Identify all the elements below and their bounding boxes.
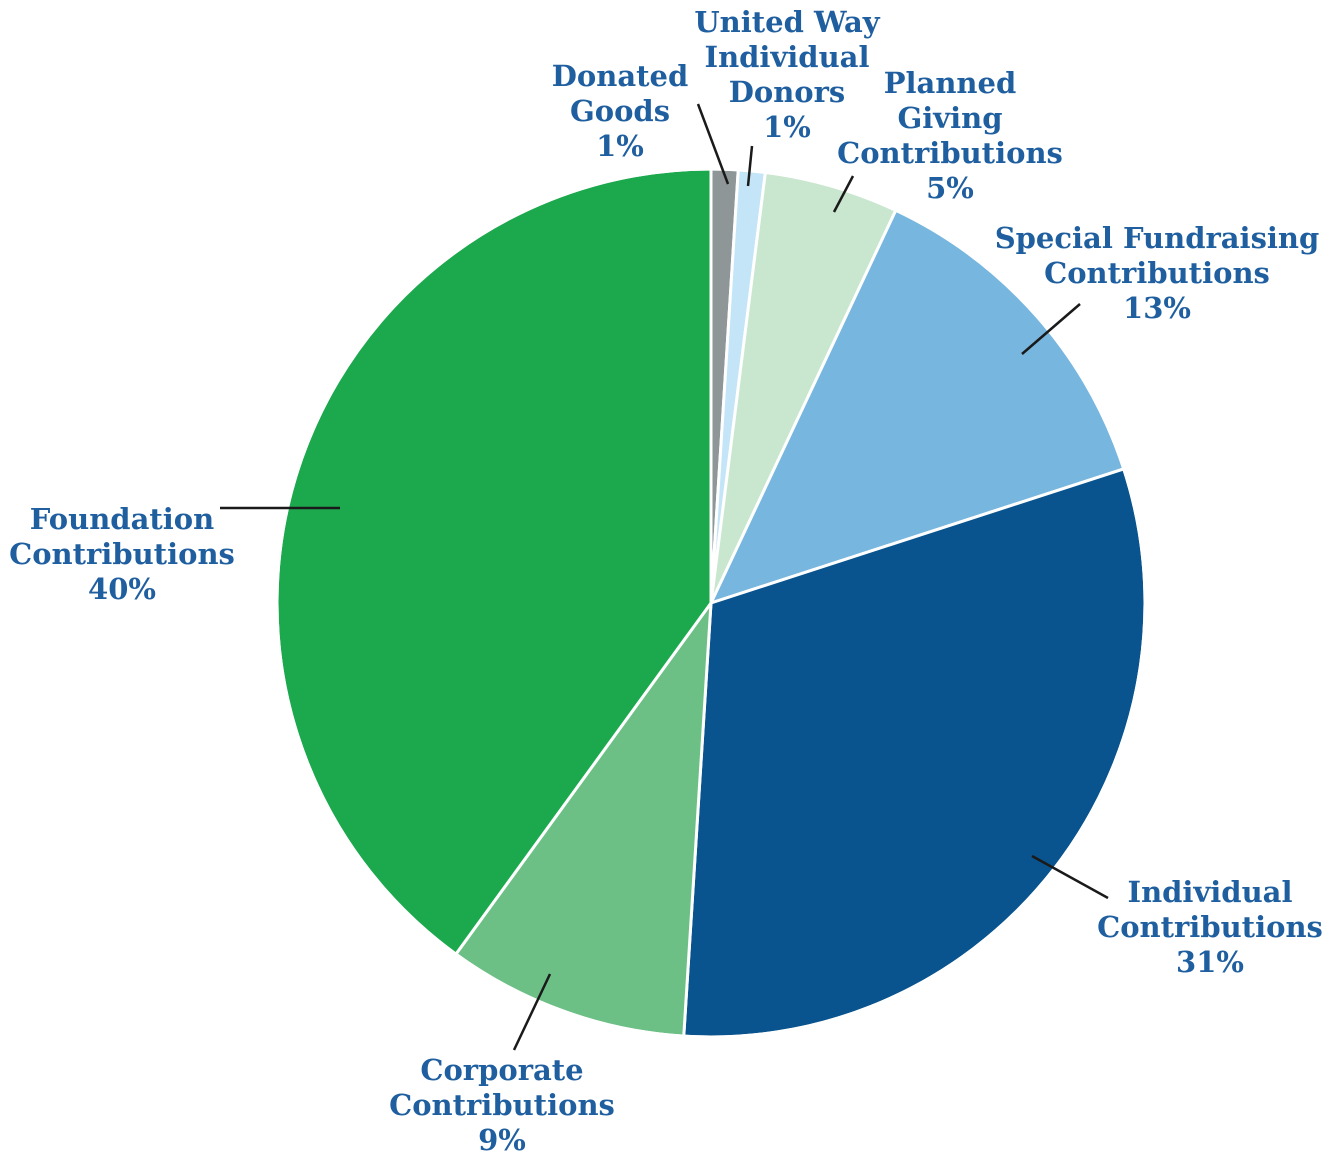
slice-label-line: Donors xyxy=(729,75,846,109)
slice-label-line: Goods xyxy=(570,94,670,128)
leader-line-planned-giving-contributions xyxy=(832,175,855,213)
slice-label-individual-contributions: Individual Contributions 31% xyxy=(1097,875,1323,979)
slice-label-line: Individual xyxy=(705,40,870,74)
slice-label-line: Planned xyxy=(884,66,1017,100)
slice-label-line: United Way xyxy=(694,5,880,39)
slice-label-line: Contributions xyxy=(1044,256,1270,290)
slice-label-line: Corporate xyxy=(420,1053,583,1087)
leader-line-united-way-individual-donors xyxy=(746,145,754,187)
slice-label-corporate-contributions: Corporate Contributions 9% xyxy=(389,1053,615,1154)
leader-line-individual-contributions xyxy=(1031,854,1109,900)
slice-percent: 1% xyxy=(596,129,644,163)
pie-slices xyxy=(275,167,1147,1039)
slice-label-line: Contributions xyxy=(9,537,235,571)
slice-label-line: Individual xyxy=(1128,875,1293,909)
slice-label-line: Foundation xyxy=(30,502,214,536)
slice-label-foundation-contributions: Foundation Contributions 40% xyxy=(9,502,235,606)
slice-percent: 13% xyxy=(1123,291,1191,325)
slice-label-line: Giving xyxy=(897,101,1002,135)
slice-label-donated-goods: Donated Goods 1% xyxy=(552,59,689,163)
leader-lines xyxy=(220,103,1109,1051)
slice-label-line: Contributions xyxy=(389,1088,615,1122)
slice-labels: Donated Goods 1%United Way Individual Donors… xyxy=(9,5,1323,1154)
slice-percent: 1% xyxy=(763,110,811,144)
slice-label-line: Donated xyxy=(552,59,689,93)
leader-line-special-fundraising-contributions xyxy=(1021,303,1081,355)
slice-label-line: Contributions xyxy=(837,136,1063,170)
slice-percent: 9% xyxy=(478,1123,526,1154)
slice-percent: 31% xyxy=(1176,945,1244,979)
slice-label-planned-giving-contributions: Planned Giving Contributions 5% xyxy=(837,66,1063,205)
pie-rim xyxy=(275,167,1147,1039)
slice-label-line: Contributions xyxy=(1097,910,1323,944)
slice-label-line: Special Fundraising xyxy=(995,221,1320,255)
slice-percent: 5% xyxy=(926,171,974,205)
slice-label-special-fundraising-contributions: Special Fundraising Contributions 13% xyxy=(995,221,1320,325)
leader-line-donated-goods xyxy=(696,103,730,185)
slice-label-united-way-individual-donors: United Way Individual Donors 1% xyxy=(694,5,880,144)
leader-line-corporate-contributions xyxy=(512,973,552,1051)
slice-percent: 40% xyxy=(88,572,156,606)
